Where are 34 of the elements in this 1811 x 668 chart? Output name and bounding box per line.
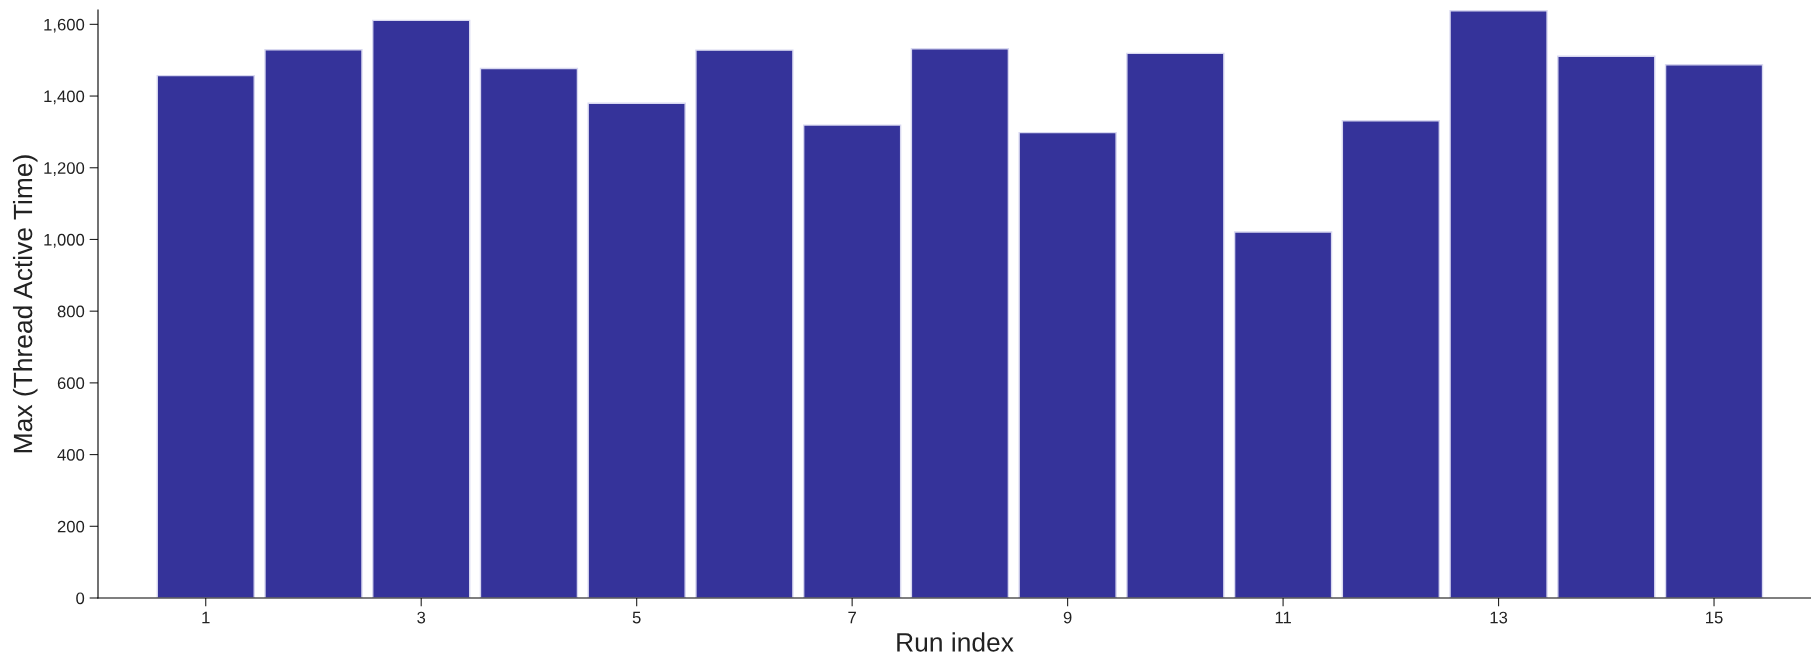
- x-tick-label: 7: [848, 611, 856, 624]
- y-tick-label: 1,200: [44, 162, 85, 176]
- bar: [587, 102, 686, 598]
- bar: [802, 124, 902, 598]
- x-tick-label: 11: [1275, 611, 1291, 624]
- y-tick-label: 1,400: [44, 90, 85, 105]
- bar: [479, 67, 579, 598]
- x-axis-title: Run index: [897, 632, 1014, 652]
- y-tick-label: 1,000: [44, 233, 85, 248]
- bar: [372, 19, 471, 598]
- bar: [1126, 52, 1225, 598]
- x-tick-label: 15: [1706, 611, 1723, 624]
- bar: [1449, 10, 1548, 598]
- y-tick-label: 0: [76, 592, 85, 605]
- bar: [1664, 64, 1764, 598]
- y-tick-label: 800: [57, 305, 85, 318]
- y-tick-label: 400: [57, 448, 85, 461]
- bar: [695, 49, 794, 598]
- bar: [156, 74, 255, 598]
- bar: [910, 48, 1010, 598]
- bar: [1018, 131, 1117, 598]
- bar: [1233, 231, 1333, 598]
- x-tick-label: 5: [632, 611, 641, 624]
- y-tick-label: 600: [57, 377, 85, 390]
- bar: [1341, 120, 1441, 598]
- y-tick-label: 1,600: [44, 18, 85, 33]
- x-tick-label: 1: [202, 611, 210, 624]
- x-tick-label: 9: [1063, 611, 1072, 624]
- y-tick-label: 200: [57, 520, 85, 533]
- bar: [1557, 55, 1656, 598]
- y-axis-title: Max (Thread Active Time): [12, 155, 38, 453]
- x-tick-label: 3: [417, 611, 426, 624]
- bar: [264, 49, 363, 598]
- x-tick-label: 13: [1490, 611, 1508, 624]
